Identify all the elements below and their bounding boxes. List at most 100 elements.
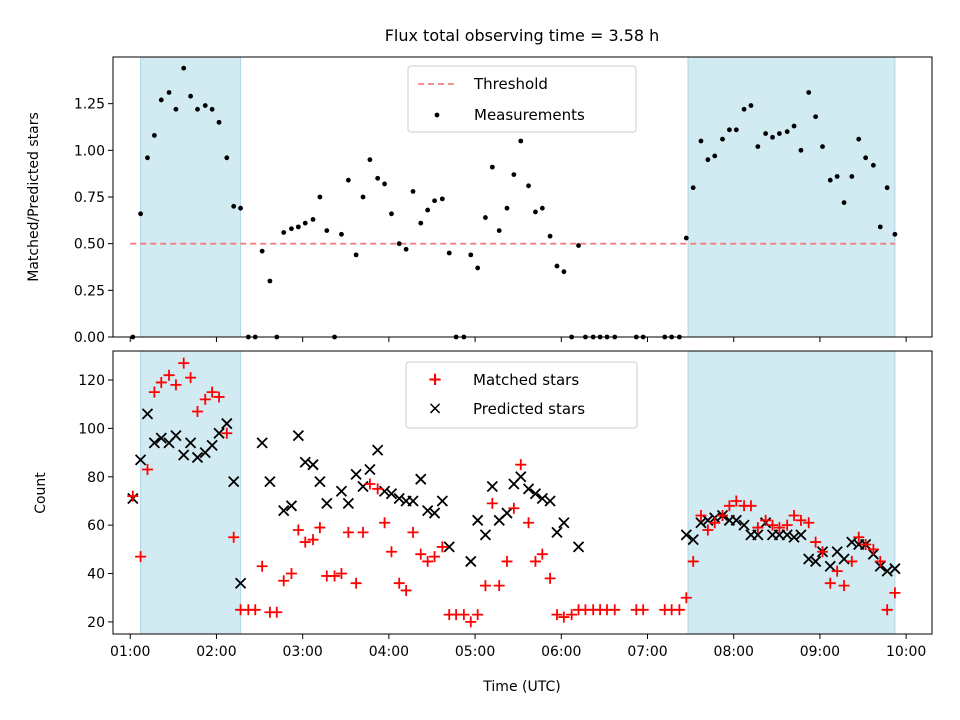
predicted-point <box>536 492 548 505</box>
bottom-y-tick-label: 100 <box>78 421 105 437</box>
top-shaded-regions <box>140 56 896 338</box>
predicted-point <box>415 473 427 485</box>
predicted-point <box>321 497 333 510</box>
shaded-interval-2 <box>687 350 896 635</box>
measurement-point <box>145 155 150 161</box>
measurement-point <box>526 183 531 189</box>
measurement-point <box>849 174 855 179</box>
x-tick-label: 02:00 <box>196 644 236 660</box>
predicted-point <box>428 507 441 519</box>
chart-title: Flux total observing time = 3.58 h <box>385 26 660 45</box>
measurement-point <box>425 207 431 213</box>
measurement-point <box>806 90 812 95</box>
measurement-point <box>389 211 394 217</box>
measurement-point <box>827 177 833 183</box>
matched-point <box>501 555 513 567</box>
measurement-point <box>770 134 775 140</box>
measurement-point <box>576 243 581 248</box>
predicted-point <box>385 488 398 500</box>
predicted-point <box>752 529 764 541</box>
matched-point <box>271 606 283 618</box>
x-tick-label: 05:00 <box>455 644 495 660</box>
top-legend: Threshold Measurements <box>407 65 637 133</box>
measurement-point <box>877 224 883 230</box>
measurement-point <box>158 97 164 103</box>
measurement-point <box>496 228 502 234</box>
matched-point <box>853 531 865 543</box>
predicted-point <box>407 495 419 507</box>
matched-point <box>515 459 527 471</box>
x-tick-label: 08:00 <box>714 644 754 660</box>
measurement-point <box>533 209 538 215</box>
matched-point <box>191 405 203 417</box>
predicted-point <box>155 432 167 444</box>
measurement-point <box>289 226 294 232</box>
measurement-point <box>561 269 567 275</box>
predicted-points <box>127 408 901 589</box>
matched-point <box>730 495 742 507</box>
top-y-axis: 0.00 0.25 0.50 0.75 1.00 1.25 <box>74 97 113 346</box>
predicted-point <box>256 437 268 449</box>
predicted-point <box>687 534 699 546</box>
matched-point <box>178 357 190 369</box>
matched-point <box>141 464 153 476</box>
top-legend-box <box>407 65 637 133</box>
measurement-point <box>432 198 437 204</box>
measurement-point <box>173 106 179 112</box>
predicted-point <box>544 495 556 507</box>
predicted-point <box>342 497 354 510</box>
matched-point <box>285 568 297 580</box>
predicted-point <box>522 483 535 495</box>
matched-point <box>486 497 498 509</box>
predicted-point <box>372 444 384 456</box>
matched-point <box>372 483 384 495</box>
measurement-point <box>439 196 445 202</box>
x-tick-label: 06:00 <box>541 644 581 660</box>
matched-point <box>673 604 685 616</box>
matched-point <box>788 509 800 521</box>
measurement-point <box>216 119 222 125</box>
predicted-point <box>558 517 570 529</box>
measurement-point <box>281 230 287 235</box>
matched-point <box>436 541 448 553</box>
measurement-point <box>690 185 696 191</box>
measurement-point <box>224 155 230 161</box>
measurement-point <box>841 200 847 206</box>
matched-point <box>163 369 175 381</box>
matched-point <box>831 565 843 577</box>
predicted-point <box>206 439 218 451</box>
matched-point <box>228 531 240 543</box>
measurement-point <box>339 231 344 237</box>
x-axis-label: Time (UTC) <box>482 679 560 695</box>
predicted-point <box>213 427 225 439</box>
shaded-interval-1 <box>140 350 242 635</box>
measurement-point <box>820 144 825 150</box>
measurement-point <box>733 127 739 133</box>
predicted-point <box>422 505 434 517</box>
measurement-point <box>755 144 761 150</box>
predicted-point <box>292 430 304 442</box>
matched-point <box>838 580 850 592</box>
top-y-tick-label: 1.00 <box>74 143 105 159</box>
predicted-point <box>479 529 492 541</box>
measurement-point <box>238 205 243 211</box>
measurement-point <box>727 127 732 133</box>
matched-point <box>767 519 779 531</box>
predicted-point <box>486 480 498 493</box>
predicted-point <box>824 560 836 572</box>
measurement-point <box>468 252 474 258</box>
matched-point <box>307 534 319 546</box>
matched-point <box>795 514 807 526</box>
measurement-point <box>489 164 495 170</box>
matched-point <box>148 386 160 398</box>
matched-point <box>803 517 815 529</box>
matched-point <box>680 592 692 604</box>
predicted-point <box>702 514 714 526</box>
measurement-point <box>446 250 452 256</box>
matched-point <box>687 555 699 567</box>
measurement-point <box>763 131 769 136</box>
bottom-shaded-regions <box>140 350 896 635</box>
measurement-point <box>683 235 689 241</box>
matched-point <box>760 514 772 526</box>
measurement-point <box>324 228 330 234</box>
